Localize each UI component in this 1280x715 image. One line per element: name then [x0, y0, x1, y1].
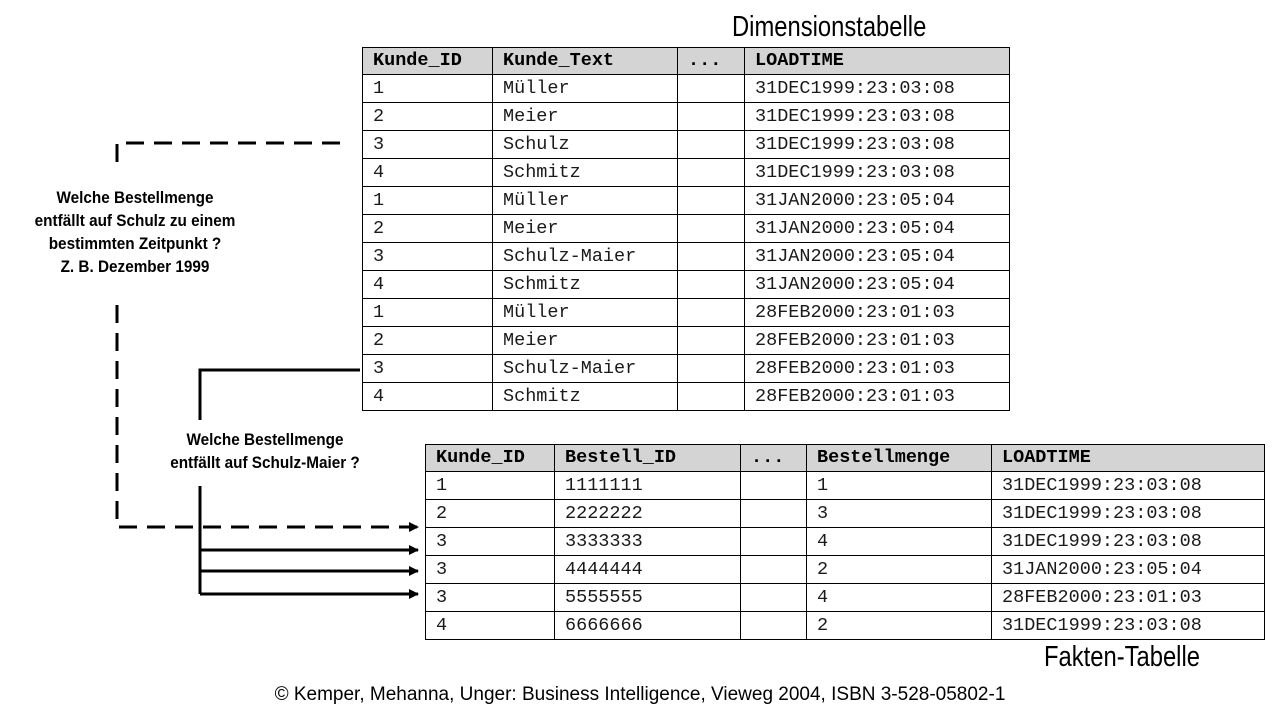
table-cell: 3: [425, 583, 555, 612]
table-row: 1 Müller 31JAN2000:23:05:04: [362, 186, 1010, 215]
table-cell: [740, 611, 807, 640]
table-cell: [677, 382, 745, 411]
question-line: Z. B. Dezember 1999: [60, 257, 210, 276]
table-cell: 3: [425, 527, 555, 556]
table-header-row: Kunde_ID Bestell_ID... Bestellmenge LOADTIM…: [425, 444, 1265, 472]
dimension-table-title: Dimensionstabelle: [732, 11, 927, 43]
table-cell: 31DEC1999:23:03:08: [744, 102, 1010, 131]
table-cell: 2: [362, 102, 493, 131]
table-row: 3 Schulz-Maier 28FEB2000:23:01:03: [362, 354, 1010, 383]
table-row: 1 Müller 28FEB2000:23:01:03: [362, 298, 1010, 327]
question-line: Welche Bestellmenge: [56, 188, 214, 207]
table-row: 2 Meier 28FEB2000:23:01:03: [362, 326, 1010, 355]
column-header: LOADTIME: [744, 47, 1010, 75]
table-cell: 31DEC1999:23:03:08: [991, 499, 1265, 528]
column-header: LOADTIME: [991, 444, 1265, 472]
table-cell: [677, 214, 745, 243]
table-row: 3 4444444 2 31JAN2000:23:05:04: [425, 555, 1265, 584]
table-cell: Meier: [492, 214, 678, 243]
table-cell: 3: [362, 242, 493, 271]
table-cell: 31JAN2000:23:05:04: [744, 270, 1010, 299]
table-header-row: Kunde_ID Kunde_Text... LOADTIME: [362, 47, 1010, 75]
table-cell: 1111111: [554, 471, 741, 500]
table-cell: 31DEC1999:23:03:08: [744, 158, 1010, 187]
table-cell: 1: [362, 74, 493, 103]
table-cell: 31JAN2000:23:05:04: [744, 214, 1010, 243]
fact-table-title: Fakten-Tabelle: [1044, 641, 1200, 673]
table-row: 2 Meier 31JAN2000:23:05:04: [362, 214, 1010, 243]
table-cell: Müller: [492, 298, 678, 327]
column-header: Kunde_ID: [362, 47, 493, 75]
table-cell: [677, 130, 745, 159]
table-row: 3 5555555 4 28FEB2000:23:01:03: [425, 583, 1265, 612]
table-row: 4 Schmitz 28FEB2000:23:01:03: [362, 382, 1010, 411]
table-cell: 31DEC1999:23:03:08: [991, 527, 1265, 556]
table-cell: Müller: [492, 74, 678, 103]
table-row: 3 Schulz-Maier 31JAN2000:23:05:04: [362, 242, 1010, 271]
table-cell: [740, 471, 807, 500]
table-cell: 6666666: [554, 611, 741, 640]
table-row: 2 2222222 3 31DEC1999:23:03:08: [425, 499, 1265, 528]
question-line: Welche Bestellmenge: [186, 430, 344, 449]
table-cell: 31JAN2000:23:05:04: [991, 555, 1265, 584]
table-cell: 4: [806, 527, 992, 556]
column-header: Kunde_Text: [492, 47, 678, 75]
table-cell: Müller: [492, 186, 678, 215]
table-row: 4 Schmitz 31DEC1999:23:03:08: [362, 158, 1010, 187]
table-cell: 3: [806, 499, 992, 528]
table-cell: 31JAN2000:23:05:04: [744, 186, 1010, 215]
question-line: bestimmten Zeitpunkt ?: [48, 234, 222, 253]
table-cell: 31DEC1999:23:03:08: [744, 74, 1010, 103]
column-header: Bestellmenge: [806, 444, 992, 472]
solid-connector-line: [198, 368, 360, 420]
table-cell: 5555555: [554, 583, 741, 612]
copyright-footer: © Kemper, Mehanna, Unger: Business Intel…: [274, 684, 1006, 705]
table-cell: [677, 326, 745, 355]
table-cell: 1: [425, 471, 555, 500]
table-cell: 31DEC1999:23:03:08: [744, 130, 1010, 159]
table-cell: [677, 298, 745, 327]
table-cell: 28FEB2000:23:01:03: [744, 382, 1010, 411]
table-cell: Meier: [492, 326, 678, 355]
table-cell: 28FEB2000:23:01:03: [991, 583, 1265, 612]
table-cell: 4444444: [554, 555, 741, 584]
table-cell: Schmitz: [492, 382, 678, 411]
dashed-connector-line: [115, 305, 419, 532]
fact-table: Kunde_ID Bestell_ID... Bestellmenge LOADTIM…: [425, 444, 1265, 640]
table-cell: 28FEB2000:23:01:03: [744, 326, 1010, 355]
question-schulz-time: Welche Bestellmenge entfällt auf Schulz …: [14, 186, 257, 278]
table-row: 3 Schulz 31DEC1999:23:03:08: [362, 130, 1010, 159]
dimension-table: Kunde_ID Kunde_Text... LOADTIME 1 Müller 31DE…: [362, 47, 1010, 411]
table-cell: 31DEC1999:23:03:08: [991, 471, 1265, 500]
table-row: 1 1111111 1 31DEC1999:23:03:08: [425, 471, 1265, 500]
question-line: entfällt auf Schulz zu einem: [34, 211, 236, 230]
table-cell: 3: [425, 555, 555, 584]
table-cell: 4: [425, 611, 555, 640]
question-schulz-maier: Welche Bestellmenge entfällt auf Schulz-…: [153, 428, 378, 474]
dashed-connector-line: [115, 141, 340, 170]
table-cell: Schmitz: [492, 158, 678, 187]
table-cell: 2222222: [554, 499, 741, 528]
table-cell: Schulz-Maier: [492, 354, 678, 383]
table-cell: 4: [362, 382, 493, 411]
table-row: 4 6666666 2 31DEC1999:23:03:08: [425, 611, 1265, 640]
table-cell: 28FEB2000:23:01:03: [744, 298, 1010, 327]
column-header: Bestell_ID: [554, 444, 741, 472]
table-cell: 1: [362, 298, 493, 327]
table-cell: [740, 583, 807, 612]
table-row: 2 Meier 31DEC1999:23:03:08: [362, 102, 1010, 131]
table-cell: 31JAN2000:23:05:04: [744, 242, 1010, 271]
table-cell: Schulz-Maier: [492, 242, 678, 271]
table-cell: 31DEC1999:23:03:08: [991, 611, 1265, 640]
table-cell: 2: [806, 611, 992, 640]
table-row: 1 Müller 31DEC1999:23:03:08: [362, 74, 1010, 103]
table-cell: 28FEB2000:23:01:03: [744, 354, 1010, 383]
question-line: entfällt auf Schulz-Maier ?: [170, 453, 360, 472]
table-cell: 2: [362, 326, 493, 355]
